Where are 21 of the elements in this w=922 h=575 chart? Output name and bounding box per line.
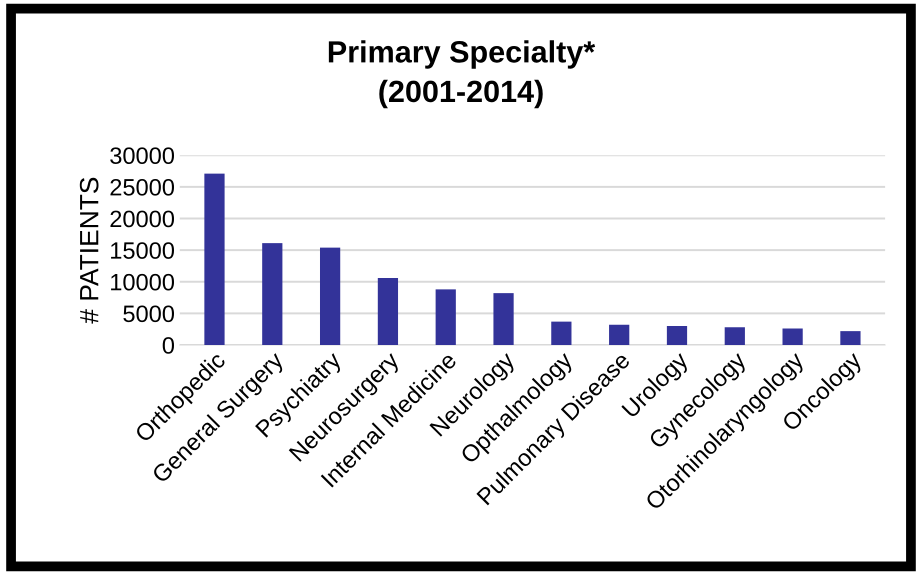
bar	[782, 328, 803, 345]
y-tick-label: 25000	[110, 178, 174, 196]
bar	[204, 174, 225, 345]
y-tick-label: 0	[162, 337, 174, 354]
bar	[436, 289, 456, 345]
bar	[724, 327, 745, 345]
bar	[378, 278, 398, 345]
chart-title: Primary Specialty* (2001-2014)	[328, 40, 596, 108]
bar	[320, 248, 340, 345]
bar	[262, 243, 282, 345]
bar	[493, 293, 514, 345]
bar	[840, 331, 861, 345]
bar	[551, 322, 572, 345]
y-tick-label: 10000	[111, 274, 174, 291]
bar	[609, 324, 630, 345]
y-axis-title: # PATIENTS	[80, 178, 99, 324]
y-tick-label: 20000	[110, 210, 174, 228]
y-tick-label: 15000	[111, 242, 174, 259]
y-tick-label: 30000	[110, 147, 174, 164]
y-tick-label: 5000	[123, 305, 174, 322]
bar	[666, 326, 688, 345]
